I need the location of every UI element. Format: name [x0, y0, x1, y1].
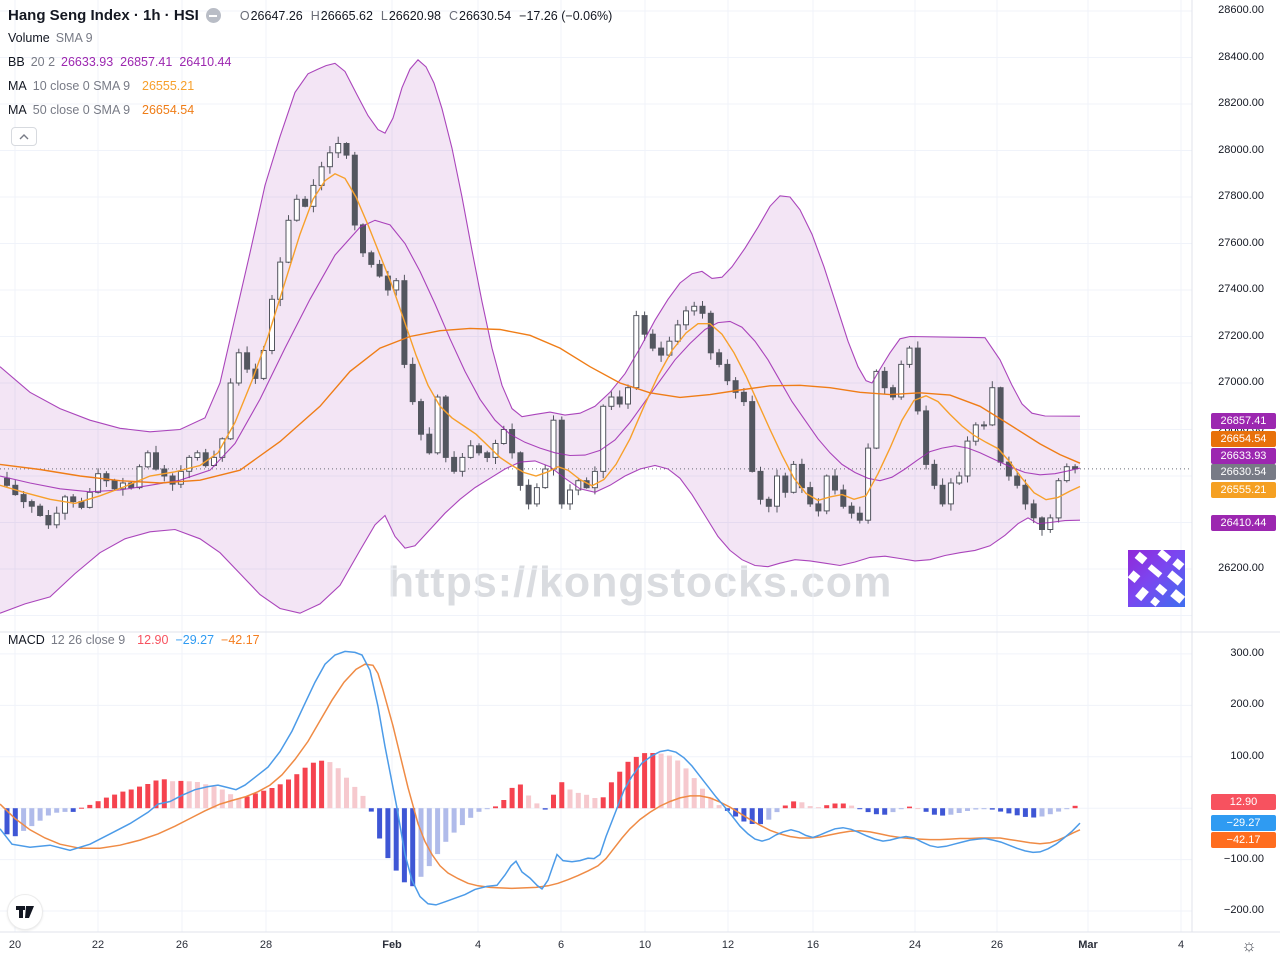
- legend-macd[interactable]: MACD 12 26 close 9 12.90 −29.27 −42.17: [8, 631, 260, 649]
- price-tick-label: 27400.00: [1218, 283, 1264, 295]
- legend-ma50-name: MA: [8, 103, 27, 117]
- symbol-header[interactable]: Hang Seng Index · 1h · HSI O26647.26 H26…: [8, 7, 612, 24]
- time-tick-label: 6: [557, 939, 565, 951]
- overlay-lines: [0, 59, 1081, 614]
- price-tick-label: 27200.00: [1218, 330, 1264, 342]
- ohlc-values: O26647.26 H26665.62 L26620.98 C26630.54 …: [240, 9, 612, 23]
- legend-volume-name: Volume: [8, 31, 50, 45]
- symbol-title[interactable]: Hang Seng Index · 1h · HSI: [8, 7, 199, 24]
- legend-volume[interactable]: Volume SMA 9: [8, 29, 93, 47]
- axis-value-tag: 26654.54: [1211, 431, 1276, 447]
- bb-upper-line: [0, 59, 1081, 433]
- macd-tick-label: 200.00: [1230, 698, 1264, 710]
- ma10-line: [0, 172, 1081, 505]
- collapse-legend-button[interactable]: [11, 127, 37, 146]
- legend-macd-params: 12 26 close 9: [50, 633, 126, 647]
- watermark-url: https://kongstocks.com: [387, 558, 893, 607]
- time-tick-label: 24: [908, 939, 922, 951]
- price-tick-label: 28400.00: [1218, 51, 1264, 63]
- axis-value-tag: 26633.93: [1211, 448, 1276, 464]
- price-tick-label: 28200.00: [1218, 97, 1264, 109]
- time-tick-label: 22: [91, 939, 105, 951]
- legend-bb-params: 20 2: [30, 55, 56, 69]
- time-tick-label: 4: [474, 939, 482, 951]
- legend-volume-params: SMA 9: [55, 31, 93, 45]
- axis-value-tag: 26555.21: [1211, 482, 1276, 498]
- axis-value-tag: −29.27: [1211, 815, 1276, 831]
- tradingview-logo-icon: [16, 906, 34, 918]
- time-tick-label: 4: [1177, 939, 1185, 951]
- close-value: C26630.54: [449, 8, 512, 23]
- pane-separators[interactable]: [0, 0, 1280, 933]
- axis-value-tag: 26410.44: [1211, 515, 1276, 531]
- legend-ma50[interactable]: MA 50 close 0 SMA 9 26654.54: [8, 101, 194, 119]
- legend-bb-name: BB: [8, 55, 25, 69]
- low-value: L26620.98: [380, 8, 441, 23]
- macd-histogram: [4, 753, 1078, 887]
- time-tick-label: Mar: [1078, 939, 1098, 951]
- legend-ma10-value: 26555.21: [142, 79, 195, 93]
- legend-bb-values: 26633.93 26857.41 26410.44: [61, 55, 231, 69]
- axis-value-tag: 12.90: [1211, 794, 1276, 810]
- macd-tick-label: −100.00: [1223, 853, 1264, 865]
- legend-bb[interactable]: BB 20 2 26633.93 26857.41 26410.44: [8, 53, 231, 71]
- tradingview-logo[interactable]: [7, 894, 43, 930]
- bb-basis-line: [0, 219, 1081, 493]
- legend-bb-value: 26410.44: [179, 55, 232, 69]
- legend-bb-value: 26857.41: [120, 55, 173, 69]
- legend-ma50-value: 26654.54: [142, 103, 195, 117]
- minimize-icon[interactable]: [205, 8, 221, 23]
- time-tick-label: 26: [175, 939, 189, 951]
- time-tick-label: 26: [990, 939, 1004, 951]
- legend-ma50-params: 50 close 0 SMA 9: [32, 103, 131, 117]
- qr-pattern-icon: [1127, 549, 1186, 607]
- candlestick-series: [4, 136, 1079, 536]
- settings-gear-icon[interactable]: ☼: [1241, 936, 1257, 955]
- price-tick-label: 26200.00: [1218, 562, 1264, 574]
- legend-ma10[interactable]: MA 10 close 0 SMA 9 26555.21: [8, 77, 194, 95]
- macd-tick-label: −200.00: [1223, 904, 1264, 916]
- macd-tick-label: 100.00: [1230, 750, 1264, 762]
- time-tick-label: 12: [721, 939, 735, 951]
- macd-tick-label: 300.00: [1230, 647, 1264, 659]
- time-tick-label: 10: [638, 939, 652, 951]
- time-tick-label: 20: [8, 939, 22, 951]
- price-tick-label: 28600.00: [1218, 4, 1264, 16]
- bb-lower-line: [0, 460, 1081, 614]
- legend-ma10-name: MA: [8, 79, 27, 93]
- open-value: O26647.26: [239, 8, 303, 23]
- change-value: −17.26 (−0.06%): [519, 8, 613, 23]
- price-tick-label: 27600.00: [1218, 237, 1264, 249]
- axis-value-tag: 26630.54: [1211, 464, 1276, 480]
- legend-bb-value: 26633.93: [61, 55, 114, 69]
- legend-macd-value: −29.27: [175, 633, 215, 647]
- bollinger-band: [0, 59, 1080, 614]
- price-tick-label: 27000.00: [1218, 376, 1264, 388]
- legend-macd-values: 12.90 −29.27 −42.17: [137, 633, 259, 647]
- chevron-up-icon: [19, 133, 29, 139]
- qr-watermark: [1127, 549, 1186, 607]
- macd-signal-line: [0, 663, 1081, 890]
- time-tick-label: 16: [806, 939, 820, 951]
- price-tick-label: 28000.00: [1218, 144, 1264, 156]
- time-tick-label: 28: [259, 939, 273, 951]
- grid-lines: [0, 0, 1192, 932]
- high-value: H26665.62: [310, 8, 373, 23]
- axis-value-tag: −42.17: [1211, 832, 1276, 848]
- price-tick-label: 27800.00: [1218, 190, 1264, 202]
- ma50-line: [0, 327, 1081, 484]
- legend-macd-value: −42.17: [221, 633, 260, 647]
- macd-main-line: [0, 650, 1081, 906]
- axis-value-tag: 26857.41: [1211, 413, 1276, 429]
- legend-ma10-params: 10 close 0 SMA 9: [32, 79, 131, 93]
- legend-macd-name: MACD: [8, 633, 45, 647]
- legend-macd-value: 12.90: [137, 633, 169, 647]
- macd-lines: [0, 650, 1081, 906]
- time-tick-label: Feb: [382, 939, 402, 951]
